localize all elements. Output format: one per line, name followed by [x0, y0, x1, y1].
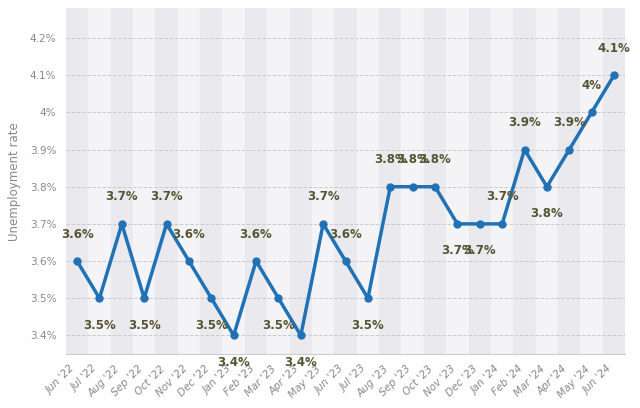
Text: 3.7%: 3.7%	[441, 244, 474, 257]
Bar	[312, 8, 334, 354]
Bar	[446, 8, 468, 354]
Bar	[580, 8, 603, 354]
Bar	[424, 8, 446, 354]
Bar	[245, 8, 268, 354]
Text: 3.9%: 3.9%	[553, 116, 586, 129]
Text: 3.4%: 3.4%	[284, 356, 317, 369]
Bar	[290, 8, 312, 354]
Text: 3.8%: 3.8%	[419, 153, 451, 166]
Bar	[88, 8, 111, 354]
Text: 3.7%: 3.7%	[486, 191, 518, 204]
Bar	[379, 8, 401, 354]
Text: 3.7%: 3.7%	[307, 191, 339, 204]
Bar	[491, 8, 513, 354]
Y-axis label: Unemployment rate: Unemployment rate	[8, 122, 21, 241]
Bar	[133, 8, 156, 354]
Bar	[111, 8, 133, 354]
Text: 3.7%: 3.7%	[463, 244, 496, 257]
Bar	[401, 8, 424, 354]
Text: 3.6%: 3.6%	[173, 228, 205, 241]
Text: 3.5%: 3.5%	[351, 319, 384, 332]
Text: 3.5%: 3.5%	[262, 319, 295, 332]
Text: 3.4%: 3.4%	[218, 356, 250, 369]
Bar	[156, 8, 178, 354]
Text: 4.1%: 4.1%	[598, 42, 630, 55]
Text: 3.7%: 3.7%	[150, 191, 183, 204]
Text: 3.8%: 3.8%	[531, 207, 563, 220]
Bar	[334, 8, 356, 354]
Text: 3.9%: 3.9%	[508, 116, 541, 129]
Bar	[603, 8, 625, 354]
Text: 3.6%: 3.6%	[329, 228, 362, 241]
Text: 3.8%: 3.8%	[374, 153, 406, 166]
Text: 3.6%: 3.6%	[61, 228, 93, 241]
Bar	[223, 8, 245, 354]
Text: 3.5%: 3.5%	[195, 319, 228, 332]
Bar	[66, 8, 88, 354]
Bar	[468, 8, 491, 354]
Text: 4%: 4%	[582, 79, 602, 92]
Bar	[356, 8, 379, 354]
Bar	[558, 8, 580, 354]
Text: 3.6%: 3.6%	[240, 228, 273, 241]
Bar	[536, 8, 558, 354]
Bar	[200, 8, 223, 354]
Bar	[178, 8, 200, 354]
Text: 3.8%: 3.8%	[396, 153, 429, 166]
Bar	[513, 8, 536, 354]
Text: 3.5%: 3.5%	[128, 319, 161, 332]
Text: 3.7%: 3.7%	[106, 191, 138, 204]
Bar	[268, 8, 290, 354]
Text: 3.5%: 3.5%	[83, 319, 116, 332]
